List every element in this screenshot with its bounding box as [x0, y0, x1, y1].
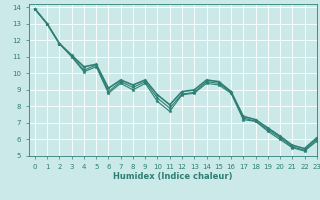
X-axis label: Humidex (Indice chaleur): Humidex (Indice chaleur): [113, 172, 233, 181]
